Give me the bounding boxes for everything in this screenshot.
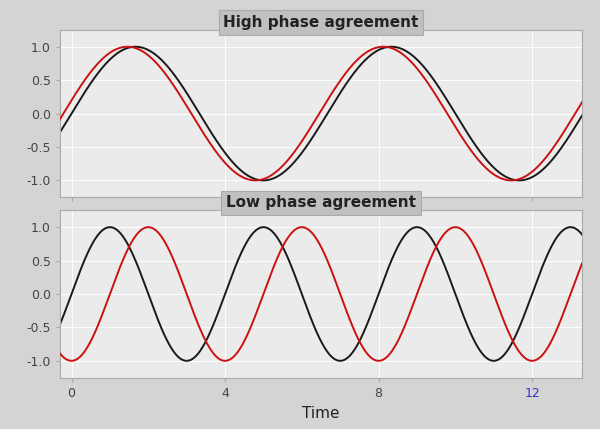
Title: Low phase agreement: Low phase agreement bbox=[226, 196, 416, 211]
Title: High phase agreement: High phase agreement bbox=[223, 15, 419, 30]
X-axis label: Time: Time bbox=[302, 407, 340, 421]
